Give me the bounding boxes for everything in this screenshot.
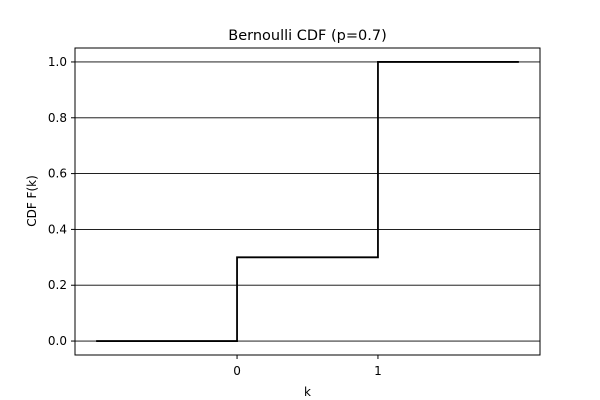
- x-tick-label: 0: [233, 364, 241, 378]
- y-tick-label: 0.2: [48, 278, 67, 292]
- y-tick-label: 0.4: [48, 222, 67, 236]
- plot-frame: [74, 47, 541, 356]
- y-tick-label: 0.8: [48, 111, 67, 125]
- y-axis-ticks: 0.0 0.2 0.4 0.6 0.8 1.0: [48, 55, 75, 348]
- x-tick-label: 1: [374, 364, 382, 378]
- cdf-step-line: [96, 61, 519, 342]
- y-tick-label: 0.6: [48, 167, 67, 181]
- x-axis-label: k: [304, 385, 311, 399]
- y-gridlines: [75, 61, 540, 342]
- y-tick-label: 0.0: [48, 334, 67, 348]
- y-tick-label: 1.0: [48, 55, 67, 69]
- chart-title: Bernoulli CDF (p=0.7): [228, 28, 387, 44]
- y-axis-label: CDF F(k): [25, 175, 39, 227]
